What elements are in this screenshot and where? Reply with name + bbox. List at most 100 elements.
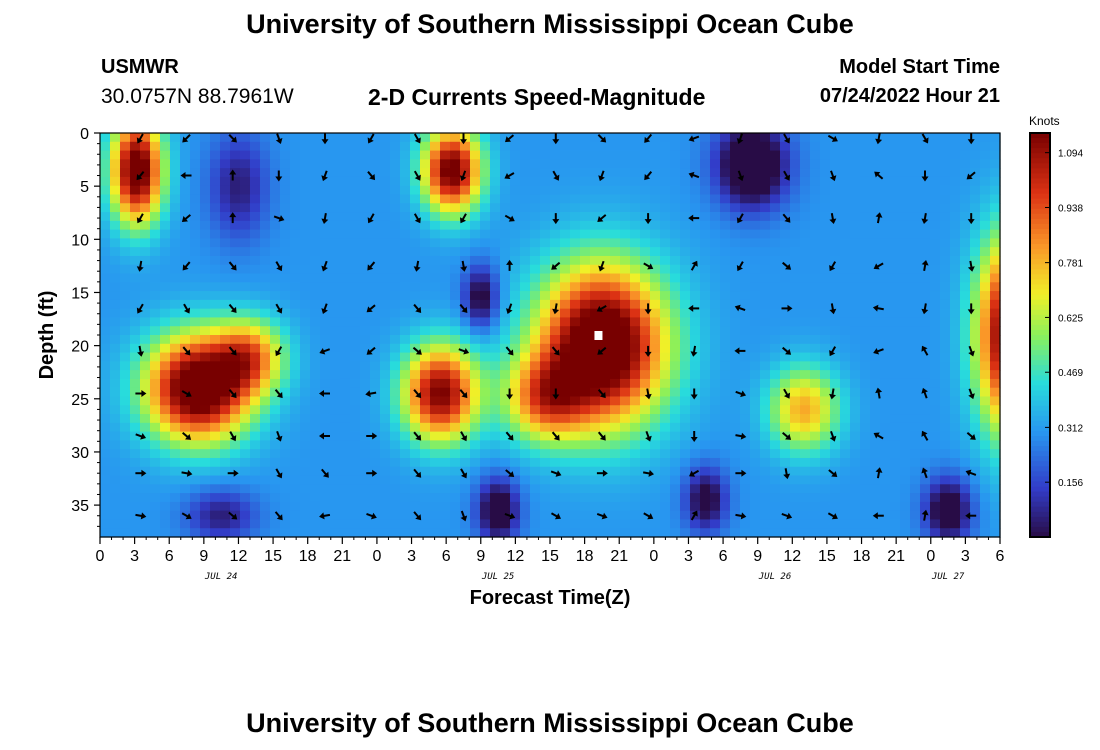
heatmap-cell: [230, 449, 241, 459]
heatmap-cell: [660, 414, 671, 424]
heatmap-cell: [650, 343, 661, 354]
heatmap-cell: [270, 220, 281, 231]
heatmap-cell: [120, 484, 131, 494]
heatmap-cell: [480, 203, 491, 213]
heatmap-cell: [720, 457, 731, 468]
heatmap-cell: [290, 273, 301, 283]
current-arrow: [506, 388, 514, 400]
heatmap-cell: [280, 422, 291, 433]
heatmap-cell: [360, 361, 371, 371]
heatmap-cell: [890, 405, 901, 415]
heatmap-cell: [720, 414, 731, 424]
heatmap-cell: [700, 414, 711, 424]
heatmap-cell: [810, 159, 821, 169]
heatmap-cell: [920, 194, 931, 204]
heatmap-cell: [740, 361, 751, 371]
heatmap-cell: [500, 484, 511, 494]
heatmap-cell: [940, 133, 951, 143]
heatmap-cell: [190, 387, 201, 398]
heatmap-cell: [470, 168, 481, 178]
arrow-head: [786, 512, 793, 520]
heatmap-cell: [140, 352, 151, 362]
heatmap-cell: [300, 317, 311, 327]
current-arrow: [921, 213, 929, 225]
heatmap-cell: [880, 212, 891, 222]
heatmap-cell: [630, 264, 641, 275]
heatmap-cell: [960, 141, 971, 152]
heatmap-cell: [150, 361, 161, 371]
heatmap-cell: [880, 370, 891, 380]
heatmap-cell: [470, 493, 481, 503]
heatmap-cell: [610, 326, 621, 336]
heatmap-cell: [150, 326, 161, 336]
heatmap-cell: [850, 194, 861, 204]
heatmap-cell: [390, 519, 401, 529]
heatmap-cell: [970, 229, 981, 239]
heatmap-cell: [840, 273, 851, 283]
heatmap-cell: [430, 212, 441, 222]
heatmap-cell: [510, 352, 521, 362]
heatmap-cell: [750, 159, 761, 169]
current-arrow: [736, 213, 744, 224]
heatmap-cell: [490, 176, 501, 187]
heatmap-cell: [390, 484, 401, 494]
heatmap-cell: [240, 220, 251, 231]
heatmap-cell: [480, 457, 491, 468]
heatmap-cell: [390, 343, 401, 354]
heatmap-cell: [340, 370, 351, 380]
heatmap-cell: [470, 255, 481, 266]
heatmap-cell: [840, 396, 851, 406]
heatmap-cell: [990, 378, 1001, 389]
heatmap-cell: [240, 528, 251, 538]
heatmap-cell: [140, 282, 151, 292]
heatmap-cell: [420, 194, 431, 204]
heatmap-cell: [270, 387, 281, 398]
heatmap-cell: [260, 299, 271, 310]
heatmap-cell: [320, 299, 331, 310]
heatmap-cell: [130, 150, 141, 160]
heatmap-cell: [380, 326, 391, 336]
heatmap-cell: [870, 299, 881, 310]
heatmap-cell: [430, 176, 441, 187]
heatmap-cell: [810, 326, 821, 336]
heatmap-cell: [580, 229, 591, 239]
heatmap-cell: [370, 484, 381, 494]
heatmap-cell: [990, 457, 1001, 468]
heatmap-cell: [430, 247, 441, 257]
heatmap-cell: [610, 466, 621, 477]
heatmap-cell: [890, 238, 901, 248]
heatmap-cell: [960, 273, 971, 283]
heatmap-cell: [320, 501, 331, 512]
heatmap-cell: [150, 273, 161, 283]
colorbar-band: [1030, 390, 1050, 397]
heatmap-cell: [150, 282, 161, 292]
heatmap-cell: [970, 457, 981, 468]
current-arrow: [365, 390, 377, 398]
current-arrow: [596, 305, 607, 312]
current-arrow: [505, 431, 514, 441]
heatmap-cell: [340, 528, 351, 538]
heatmap-cell: [670, 185, 681, 196]
heatmap-cell: [890, 176, 901, 187]
heatmap-cell: [750, 194, 761, 204]
heatmap-cell: [340, 449, 351, 459]
arrow-head: [785, 433, 792, 440]
heatmap-cell: [910, 326, 921, 336]
heatmap-cell: [280, 159, 291, 169]
heatmap-cell: [190, 238, 201, 248]
heatmap-cell: [210, 343, 221, 354]
heatmap-cell: [860, 264, 871, 275]
heatmap-cell: [480, 501, 491, 512]
heatmap-cell: [440, 133, 451, 143]
heatmap-cell: [100, 457, 111, 468]
heatmap-cell: [440, 457, 451, 468]
heatmap-cell: [250, 317, 261, 327]
heatmap-cell: [680, 291, 691, 301]
heatmap-cell: [840, 457, 851, 468]
heatmap-cell: [210, 317, 221, 327]
heatmap-cell: [420, 273, 431, 283]
heatmap-cell: [510, 159, 521, 169]
heatmap-cell: [920, 378, 931, 389]
current-arrow: [137, 345, 145, 357]
heatmap-cell: [990, 414, 1001, 424]
